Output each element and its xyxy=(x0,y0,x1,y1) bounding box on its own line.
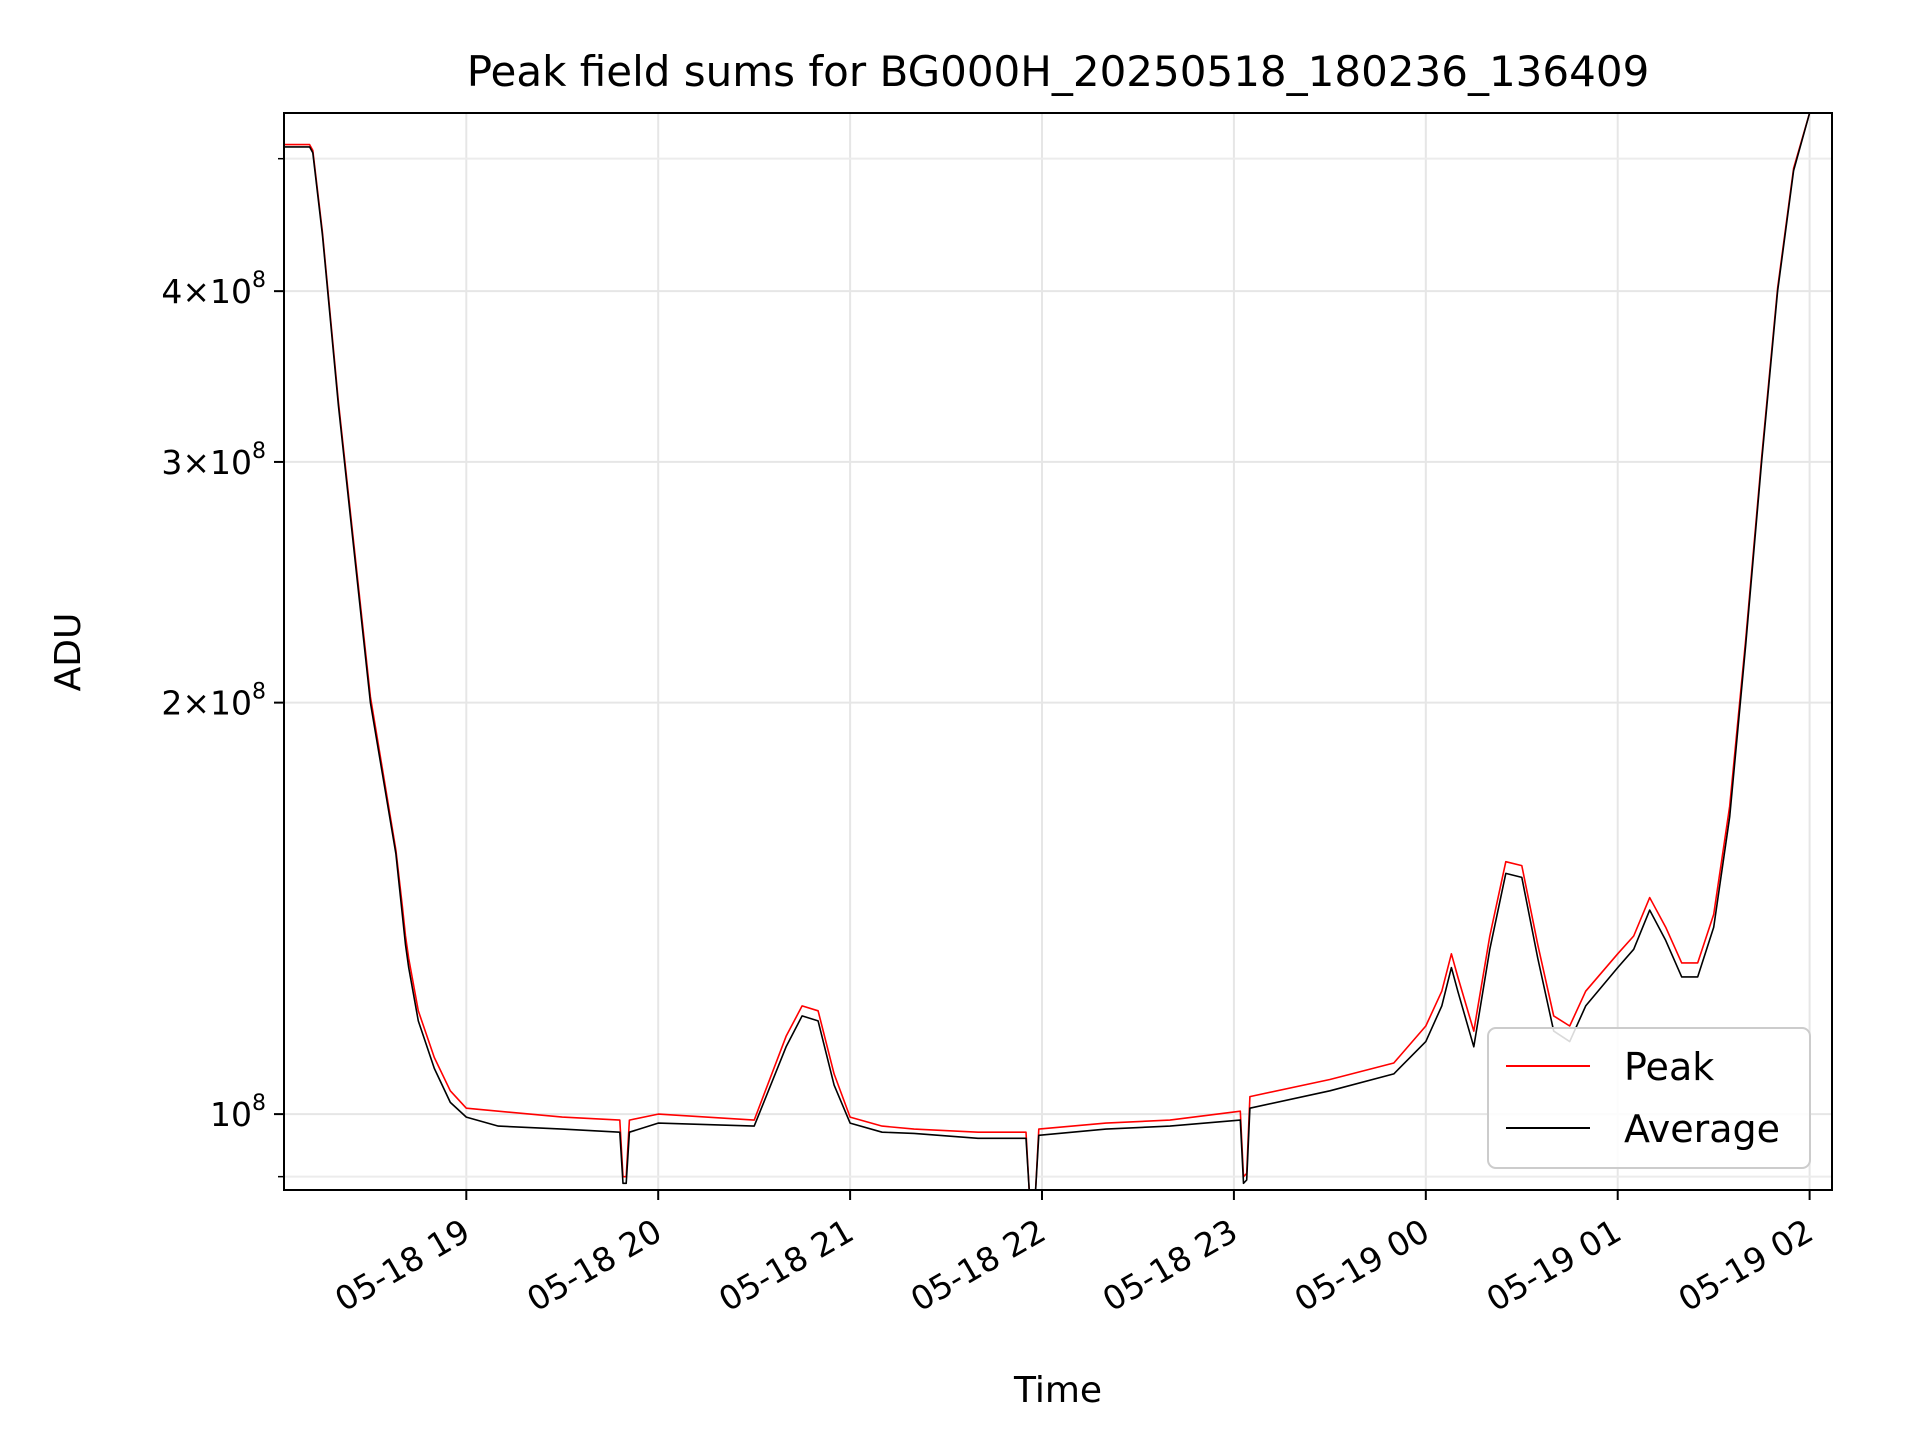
chart-title: Peak field sums for BG000H_20250518_1802… xyxy=(467,47,1650,96)
x-axis-label: Time xyxy=(1013,1370,1102,1411)
plot-frame xyxy=(283,112,1833,1191)
legend: Peak Average xyxy=(1487,1027,1811,1169)
y-tick-label: 108 xyxy=(210,1091,266,1134)
y-tick-label: 2×108 xyxy=(161,680,266,723)
y-axis: 108 2×108 3×108 4×108 xyxy=(161,157,284,1178)
series-line-peak xyxy=(284,113,1832,1190)
legend-box xyxy=(1487,1027,1811,1169)
series-line-average xyxy=(284,113,1832,1190)
y-tick-label: 3×108 xyxy=(161,439,266,482)
grid xyxy=(284,113,1832,1190)
legend-label-peak: Peak xyxy=(1624,1045,1714,1089)
y-axis-label: ADU xyxy=(48,613,89,692)
series-layer xyxy=(284,113,1832,1190)
legend-label-average: Average xyxy=(1624,1107,1780,1151)
y-tick-label: 4×108 xyxy=(161,268,266,311)
